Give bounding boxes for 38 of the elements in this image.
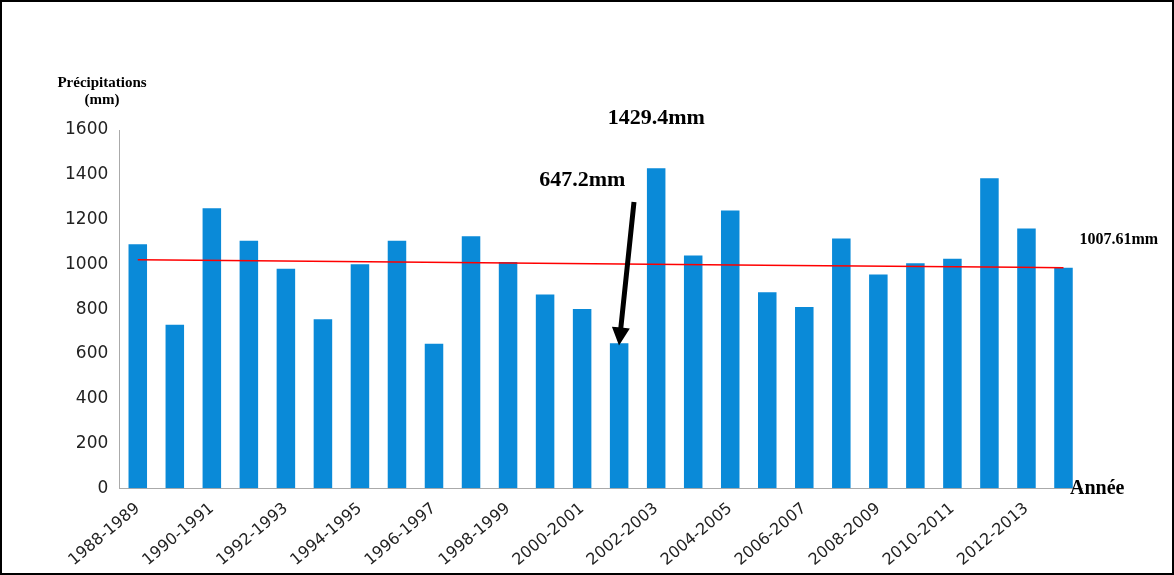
y-axis-title: Précipitations (mm) xyxy=(56,74,148,108)
y-tick-label: 1000 xyxy=(65,252,109,273)
bar xyxy=(165,324,185,489)
bar xyxy=(535,294,555,489)
y-tick-label: 0 xyxy=(97,476,109,497)
bar xyxy=(424,343,444,489)
bar xyxy=(498,262,518,489)
bar xyxy=(387,240,407,489)
y-tick-label: 800 xyxy=(75,297,109,318)
y-tick-label: 1200 xyxy=(65,207,109,228)
annotation: 1429.4mm xyxy=(607,104,705,131)
bar xyxy=(202,208,222,489)
annotation: 647.2mm xyxy=(539,165,626,192)
bar xyxy=(572,309,592,489)
bar xyxy=(683,255,703,489)
bar xyxy=(128,244,148,489)
bar xyxy=(461,236,481,489)
bar xyxy=(646,168,666,489)
bar xyxy=(832,238,851,489)
x-axis-title: Année xyxy=(1070,476,1125,499)
bar xyxy=(980,178,999,489)
y-tick-label: 1600 xyxy=(65,118,109,139)
y-tick-label: 200 xyxy=(75,431,109,452)
bar xyxy=(943,258,962,489)
bar xyxy=(906,263,925,489)
y-tick-label: 1400 xyxy=(65,163,109,184)
annotation: 1007.61mm xyxy=(1079,229,1159,248)
bar xyxy=(276,268,296,489)
bar xyxy=(758,292,777,489)
bar xyxy=(1017,228,1036,489)
y-tick-label: 400 xyxy=(75,387,109,408)
bar xyxy=(350,264,370,489)
bar xyxy=(869,274,888,489)
bar xyxy=(239,240,259,489)
bar xyxy=(720,210,740,489)
y-tick-label: 600 xyxy=(75,342,109,363)
bar xyxy=(313,319,333,489)
bar xyxy=(795,306,814,489)
